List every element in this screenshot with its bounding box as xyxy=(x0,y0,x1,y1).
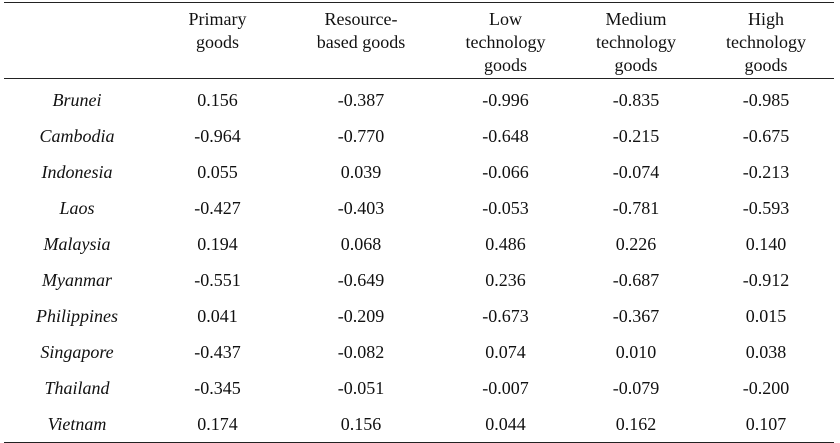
table-body: Brunei 0.156 -0.387 -0.996 -0.835 -0.985… xyxy=(4,79,834,443)
header-cell-high-technology-goods: High technology goods xyxy=(726,9,806,75)
cell-high-technology-goods: 0.107 xyxy=(745,413,787,434)
cell-high-technology-goods: -0.912 xyxy=(742,270,790,290)
cell-high-technology-goods: -0.213 xyxy=(742,162,790,182)
row-country-label: Philippines xyxy=(36,306,118,326)
cell-resource-based-goods: 0.039 xyxy=(340,162,382,182)
cell-primary-goods: -0.964 xyxy=(194,126,241,146)
cell-resource-based-goods: -0.209 xyxy=(337,306,385,326)
header-row: Primary goods Resource- based goods Low … xyxy=(4,2,834,79)
cell-low-technology-goods: -0.007 xyxy=(482,378,529,398)
cell-medium-technology-goods: -0.215 xyxy=(612,126,660,146)
cell-high-technology-goods: -0.593 xyxy=(742,198,790,218)
header-cell-low-technology-goods: Low technology goods xyxy=(465,9,546,75)
cell-medium-technology-goods: -0.079 xyxy=(612,378,660,398)
cell-low-technology-goods: -0.996 xyxy=(482,90,529,111)
header-cell-medium-technology-goods: Medium technology goods xyxy=(596,9,676,75)
cell-primary-goods: -0.551 xyxy=(194,270,241,290)
row-country-label: Laos xyxy=(59,198,95,218)
cell-primary-goods: 0.041 xyxy=(197,306,238,326)
cell-resource-based-goods: 0.156 xyxy=(340,413,382,434)
cell-primary-goods: 0.194 xyxy=(197,234,238,254)
cell-primary-goods: 0.156 xyxy=(197,90,238,111)
cell-medium-technology-goods: 0.162 xyxy=(615,413,657,434)
cell-low-technology-goods: -0.066 xyxy=(482,162,529,182)
table-row: Laos -0.427 -0.403 -0.053 -0.781 -0.593 xyxy=(4,191,834,227)
table-row: Myanmar -0.551 -0.649 0.236 -0.687 -0.91… xyxy=(4,263,834,299)
cell-medium-technology-goods: -0.781 xyxy=(612,198,660,218)
cell-primary-goods: -0.427 xyxy=(194,198,241,218)
table-row: Malaysia 0.194 0.068 0.486 0.226 0.140 xyxy=(4,227,834,263)
cell-resource-based-goods: -0.649 xyxy=(337,270,385,290)
cell-primary-goods: 0.174 xyxy=(197,413,238,434)
row-country-label: Brunei xyxy=(52,90,102,111)
row-country-label: Singapore xyxy=(40,342,114,362)
cell-high-technology-goods: -0.985 xyxy=(742,90,790,111)
cell-high-technology-goods: -0.675 xyxy=(742,126,790,146)
table-row: Cambodia -0.964 -0.770 -0.648 -0.215 -0.… xyxy=(4,119,834,155)
cell-medium-technology-goods: 0.226 xyxy=(615,234,657,254)
header-cell-resource-based-goods: Resource- based goods xyxy=(316,9,406,52)
row-country-label: Thailand xyxy=(44,378,110,398)
cell-low-technology-goods: -0.648 xyxy=(482,126,529,146)
cell-low-technology-goods: -0.053 xyxy=(482,198,529,218)
table-header: Primary goods Resource- based goods Low … xyxy=(4,2,834,79)
row-country-label: Indonesia xyxy=(41,162,113,182)
table-row: Philippines 0.041 -0.209 -0.673 -0.367 0… xyxy=(4,299,834,335)
cell-low-technology-goods: 0.044 xyxy=(485,413,526,434)
cell-medium-technology-goods: -0.687 xyxy=(612,270,660,290)
cell-resource-based-goods: 0.068 xyxy=(340,234,382,254)
cell-high-technology-goods: -0.200 xyxy=(742,378,790,398)
cell-primary-goods: -0.437 xyxy=(194,342,241,362)
row-country-label: Cambodia xyxy=(39,126,115,146)
cell-resource-based-goods: -0.387 xyxy=(337,90,385,111)
cell-low-technology-goods: 0.236 xyxy=(485,270,526,290)
row-country-label: Malaysia xyxy=(43,234,111,254)
cell-low-technology-goods: -0.673 xyxy=(482,306,529,326)
cell-low-technology-goods: 0.074 xyxy=(485,342,526,362)
cell-resource-based-goods: -0.082 xyxy=(337,342,385,362)
data-table: Primary goods Resource- based goods Low … xyxy=(4,2,834,443)
data-table-container: Primary goods Resource- based goods Low … xyxy=(4,2,834,443)
table-row: Brunei 0.156 -0.387 -0.996 -0.835 -0.985 xyxy=(4,79,834,119)
cell-resource-based-goods: -0.770 xyxy=(337,126,385,146)
header-cell-primary-goods: Primary goods xyxy=(188,9,247,52)
cell-high-technology-goods: 0.140 xyxy=(745,234,787,254)
cell-primary-goods: -0.345 xyxy=(194,378,241,398)
cell-medium-technology-goods: -0.367 xyxy=(612,306,660,326)
header-cell-country xyxy=(4,3,150,79)
cell-medium-technology-goods: -0.835 xyxy=(612,90,660,111)
table-row: Indonesia 0.055 0.039 -0.066 -0.074 -0.2… xyxy=(4,155,834,191)
row-country-label: Myanmar xyxy=(42,270,112,290)
cell-high-technology-goods: 0.038 xyxy=(745,342,787,362)
cell-medium-technology-goods: -0.074 xyxy=(612,162,660,182)
cell-primary-goods: 0.055 xyxy=(197,162,238,182)
cell-resource-based-goods: -0.051 xyxy=(337,378,385,398)
cell-high-technology-goods: 0.015 xyxy=(745,306,787,326)
table-row: Vietnam 0.174 0.156 0.044 0.162 0.107 xyxy=(4,407,834,443)
cell-medium-technology-goods: 0.010 xyxy=(615,342,657,362)
cell-low-technology-goods: 0.486 xyxy=(485,234,526,254)
row-country-label: Vietnam xyxy=(47,413,107,434)
table-row: Singapore -0.437 -0.082 0.074 0.010 0.03… xyxy=(4,335,834,371)
table-row: Thailand -0.345 -0.051 -0.007 -0.079 -0.… xyxy=(4,371,834,407)
cell-resource-based-goods: -0.403 xyxy=(337,198,385,218)
